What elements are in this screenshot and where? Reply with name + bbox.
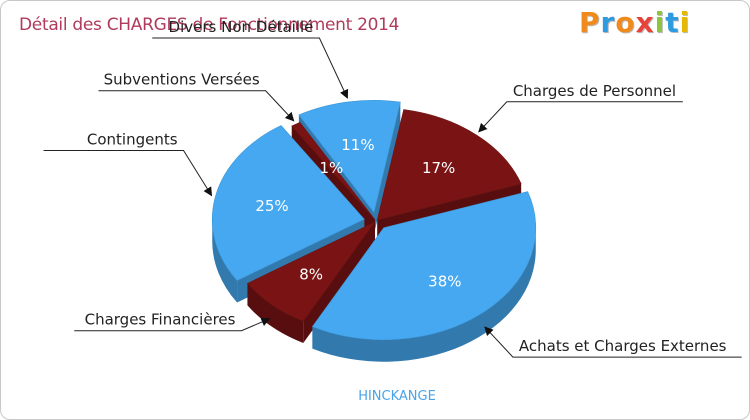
percent-label: 11% [341,136,374,154]
callout: Achats et Charges Externes [484,326,742,358]
slice-top [291,121,376,220]
pie-slice [246,221,375,343]
callout: Charges Financières [74,311,271,332]
pie-percent-labels: 17% 38% 8% 25% 1% 11% [255,136,461,291]
slice-name: Subventions Versées [104,71,260,89]
slice-top [376,109,522,221]
slice-name: Charges de Personnel [513,82,676,100]
callout: Divers Non Détaillé [152,18,349,99]
logo-letter: i [654,6,666,39]
callout: Contingents [43,130,213,197]
logo-letter: P [579,6,601,39]
callout: Subventions Versées [98,71,295,122]
slice-name: Divers Non Détaillé [169,18,314,36]
slice-top [246,221,375,322]
leader-line [43,149,213,197]
percent-label: 17% [422,159,455,177]
callout: Charges de Personnel [478,82,683,133]
logo-letter: x [635,6,655,39]
slice-wall [212,219,238,303]
chart-title: Détail des CHARGES de Fonctionnement 201… [19,15,400,35]
slice-name: Contingents [87,130,178,148]
percent-label: 38% [428,273,461,291]
slice-side [373,101,401,235]
category-label: HINCKANGE [358,389,436,404]
pie-slices [211,99,537,362]
leader-line [74,317,271,332]
leader-line [484,326,742,358]
leader-line [98,90,295,122]
leader-line [152,37,349,99]
slice-name: Achats et Charges Externes [519,337,727,355]
percent-label: 1% [320,159,344,177]
logo-letter: o [615,6,636,39]
pie-callouts: Charges de Personnel Achats et Charges Ex… [43,18,742,358]
slice-top [211,125,365,281]
slice-top [298,99,401,213]
leader-line [478,101,683,133]
slice-name: Charges Financières [85,311,236,329]
slice-top [311,191,537,341]
pie-slice [311,191,537,362]
proxiti-logo: Proxiti [579,6,690,39]
slice-wall [312,226,536,362]
percent-label: 25% [255,197,288,215]
logo-letter: r [600,6,616,39]
slice-wall [247,283,304,343]
logo-letter: i [679,6,691,39]
logo-letter: t [665,6,680,39]
percent-label: 8% [299,265,323,283]
